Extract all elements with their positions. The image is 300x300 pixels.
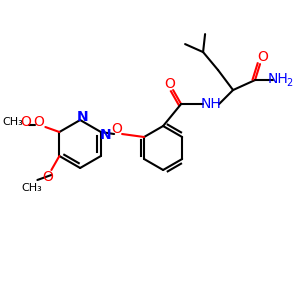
Text: O: O <box>33 115 44 129</box>
Text: O: O <box>258 50 268 64</box>
Text: CH₃: CH₃ <box>21 183 42 193</box>
Text: NH: NH <box>268 72 288 86</box>
Text: O: O <box>165 77 176 91</box>
Text: N: N <box>100 128 112 142</box>
Text: NH: NH <box>201 97 221 111</box>
Text: N: N <box>76 110 88 124</box>
Text: CH₃: CH₃ <box>2 117 23 127</box>
Text: O: O <box>20 115 31 129</box>
Text: O: O <box>112 122 122 136</box>
Text: O: O <box>42 170 53 184</box>
Text: 2: 2 <box>286 78 292 88</box>
